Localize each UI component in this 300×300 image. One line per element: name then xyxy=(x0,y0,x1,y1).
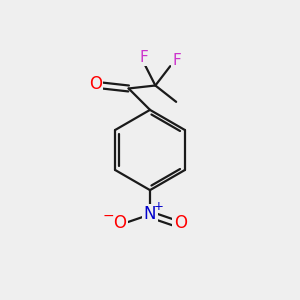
Text: +: + xyxy=(153,200,163,213)
Text: F: F xyxy=(139,50,148,65)
Text: F: F xyxy=(172,53,181,68)
Text: −: − xyxy=(103,209,114,223)
Text: O: O xyxy=(89,75,102,93)
Text: N: N xyxy=(144,206,156,224)
Text: O: O xyxy=(174,214,187,232)
Text: O: O xyxy=(113,214,126,232)
